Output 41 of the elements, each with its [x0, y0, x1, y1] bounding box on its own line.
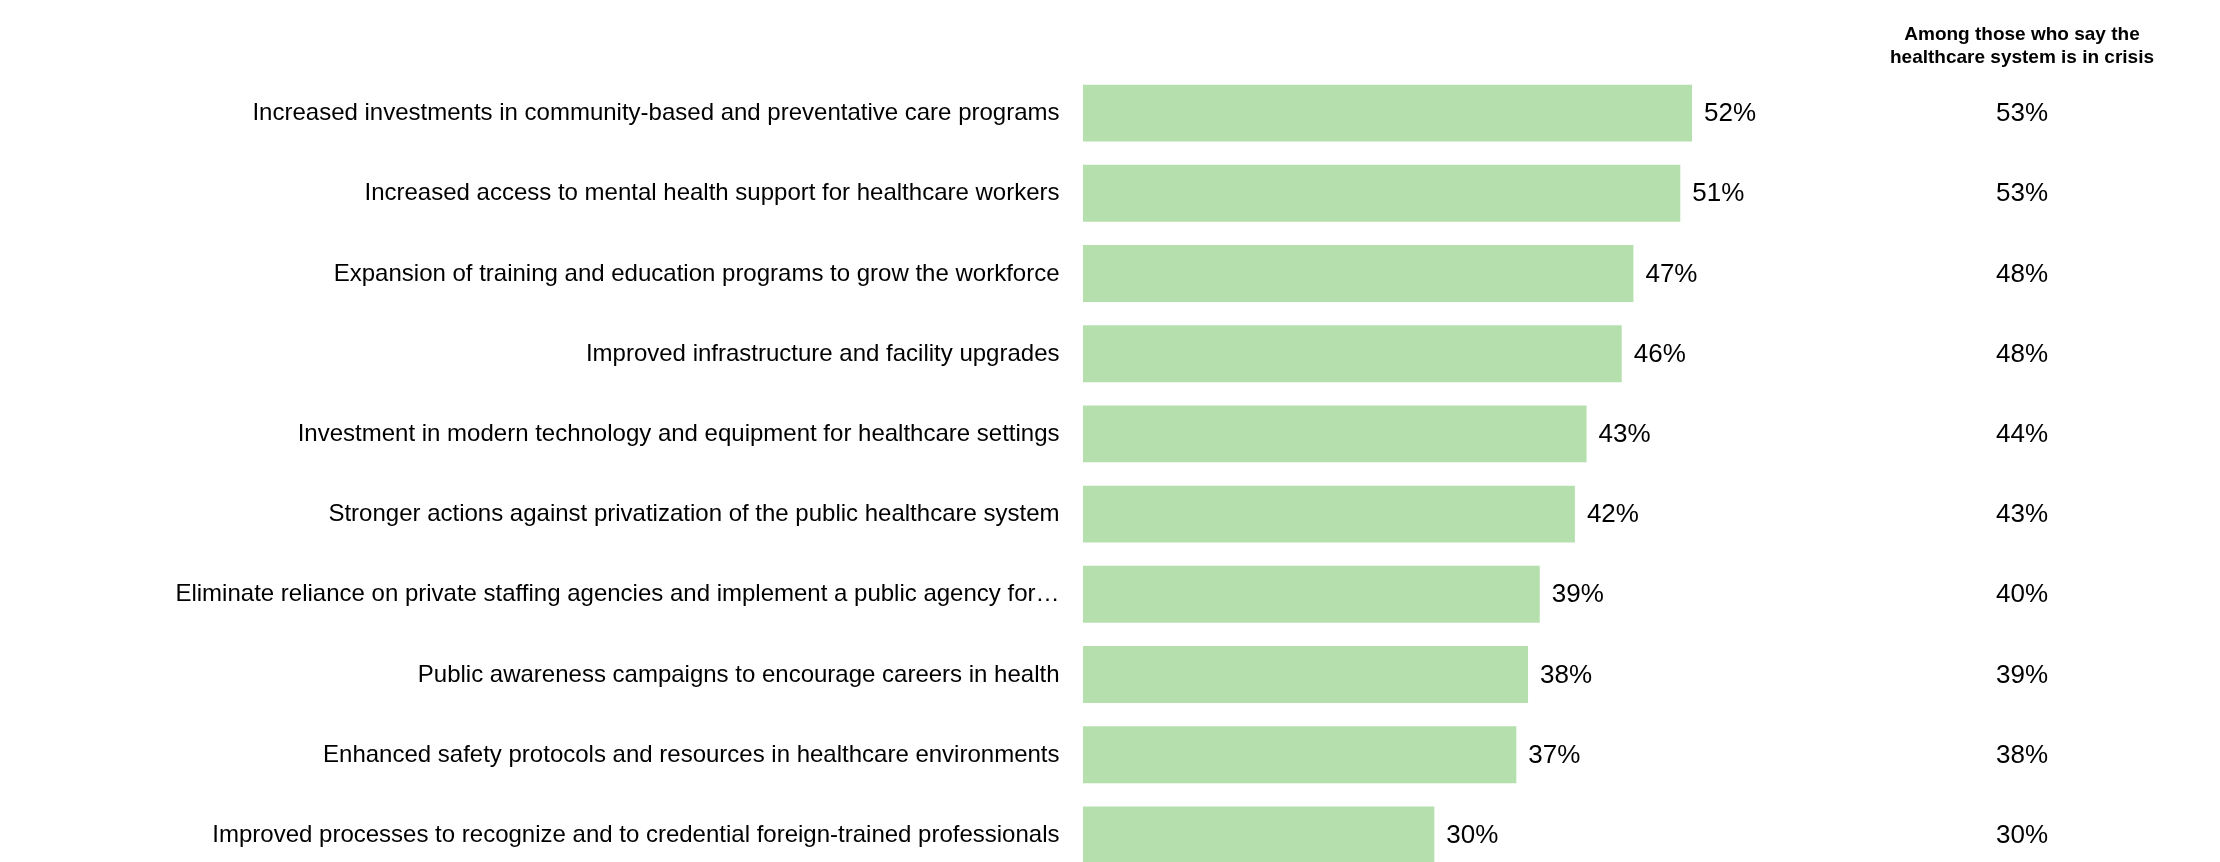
text: 43% — [1995, 498, 2049, 529]
y-tick-label: Increased investments in community-based and preventative care programs — [252, 98, 1060, 126]
y-tick-label: Eliminate reliance on private staffing agencies and implement a public agency for… — [175, 579, 1060, 607]
text: Among those who say the healthcare system is in crisis — [1889, 23, 2155, 67]
bar — [1083, 726, 1517, 784]
bar — [1083, 485, 1575, 543]
bar — [1083, 245, 1634, 302]
data-label: 37% — [1528, 738, 1581, 769]
data-label: 51% — [1692, 177, 1745, 208]
bar — [1083, 164, 1681, 222]
data-label: 47% — [1645, 257, 1698, 288]
text: 53% — [1995, 97, 2049, 128]
data-label: 42% — [1586, 498, 1639, 529]
text: 44% — [1995, 417, 2049, 448]
text: 40% — [1995, 578, 2049, 609]
data-label: 30% — [1446, 818, 1499, 849]
text: 48% — [1995, 257, 2049, 288]
text: 38% — [1995, 738, 2049, 769]
y-tick-label: Improved processes to recognize and to credential foreign-trained professionals — [212, 819, 1060, 847]
y-tick-label: Investment in modern technology and equipment for healthcare settings — [297, 418, 1060, 446]
data-label: 46% — [1633, 337, 1686, 368]
bar — [1083, 806, 1435, 862]
data-label: 38% — [1540, 658, 1593, 689]
y-tick-label: Stronger actions against privatization of the public healthcare system — [328, 499, 1060, 527]
text: 48% — [1995, 337, 2049, 368]
bar — [1083, 84, 1692, 142]
bar — [1083, 405, 1587, 463]
y-tick-label: Improved infrastructure and facility upgrades — [585, 338, 1060, 366]
text: 39% — [1995, 658, 2049, 689]
bar — [1083, 565, 1540, 623]
y-tick-label: Public awareness campaigns to encourage careers in health — [417, 659, 1060, 687]
y-tick-label: Enhanced safety protocols and resources in healthcare environments — [323, 739, 1060, 767]
y-tick-label: Expansion of training and education programs to grow the workforce — [333, 258, 1060, 286]
data-label: 43% — [1598, 417, 1651, 448]
y-tick-label: Increased access to mental health support for healthcare workers — [364, 178, 1060, 206]
data-label: 39% — [1551, 578, 1604, 609]
bar — [1083, 646, 1529, 703]
text: 30% — [1995, 818, 2049, 849]
data-label: 52% — [1704, 97, 1757, 128]
bar — [1083, 325, 1622, 383]
text: 53% — [1995, 177, 2049, 208]
